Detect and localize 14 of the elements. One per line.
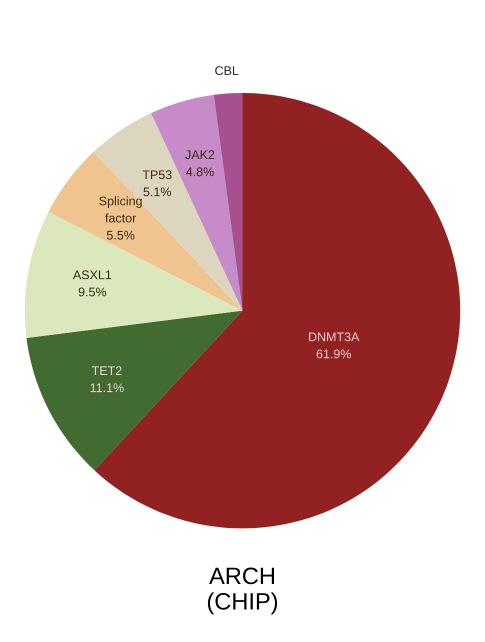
data-label: 11.1% — [90, 383, 124, 392]
slice-label: CBL — [215, 66, 238, 76]
data-label: 61.9% — [316, 350, 351, 358]
data-label: 4.8% — [186, 167, 214, 176]
data-label: 9.5% — [78, 288, 106, 296]
slice-label: JAK2 — [185, 150, 214, 160]
text: ARCH (CHIP) — [208, 568, 278, 614]
slice-label: DNMT3A — [309, 332, 360, 342]
slice-label: TP53 — [142, 170, 172, 180]
data-label: 5.1% — [143, 187, 172, 196]
slice-label: ASXL1 — [72, 270, 112, 280]
slice-label: Splicing factor — [99, 196, 142, 223]
slice-label: TET2 — [92, 366, 122, 375]
data-label: 5.5% — [106, 230, 134, 240]
